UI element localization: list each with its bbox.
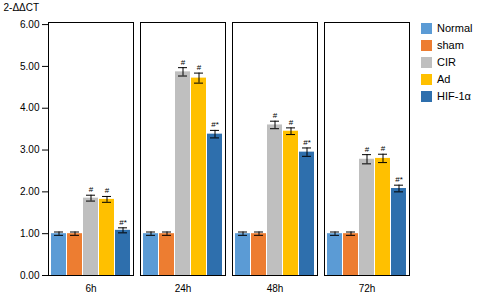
svg-text:#*: #* bbox=[395, 175, 403, 184]
svg-text:6h: 6h bbox=[85, 283, 96, 294]
svg-text:#: # bbox=[105, 186, 110, 195]
svg-text:5.00: 5.00 bbox=[20, 61, 40, 72]
svg-text:#: # bbox=[181, 58, 186, 67]
svg-text:24h: 24h bbox=[175, 283, 192, 294]
svg-text:2.00: 2.00 bbox=[20, 186, 40, 197]
svg-text:48h: 48h bbox=[267, 283, 284, 294]
svg-text:#*: #* bbox=[303, 138, 311, 147]
svg-text:6.00: 6.00 bbox=[20, 19, 40, 30]
svg-text:#*: #* bbox=[211, 120, 219, 129]
svg-text:#: # bbox=[89, 185, 94, 194]
svg-text:72h: 72h bbox=[359, 283, 376, 294]
svg-text:#: # bbox=[197, 63, 202, 72]
svg-text:3.00: 3.00 bbox=[20, 144, 40, 155]
svg-text:1.00: 1.00 bbox=[20, 228, 40, 239]
html-text:sham: sham bbox=[437, 39, 464, 51]
svg-text:2-ΔΔCT: 2-ΔΔCT bbox=[4, 2, 40, 13]
svg-text:0.00: 0.00 bbox=[20, 270, 40, 281]
svg-text:#: # bbox=[289, 118, 294, 127]
html-text:Ad: Ad bbox=[437, 73, 451, 85]
svg-text:#: # bbox=[365, 145, 370, 154]
html-text:Normal: Normal bbox=[437, 22, 473, 34]
svg-text:#: # bbox=[273, 111, 278, 120]
svg-text:#: # bbox=[381, 144, 386, 153]
svg-text:#*: #* bbox=[119, 218, 127, 227]
html-text:CIR: CIR bbox=[437, 56, 456, 68]
svg-text:4.00: 4.00 bbox=[20, 102, 40, 113]
html-text:HIF-1α: HIF-1α bbox=[437, 90, 471, 102]
